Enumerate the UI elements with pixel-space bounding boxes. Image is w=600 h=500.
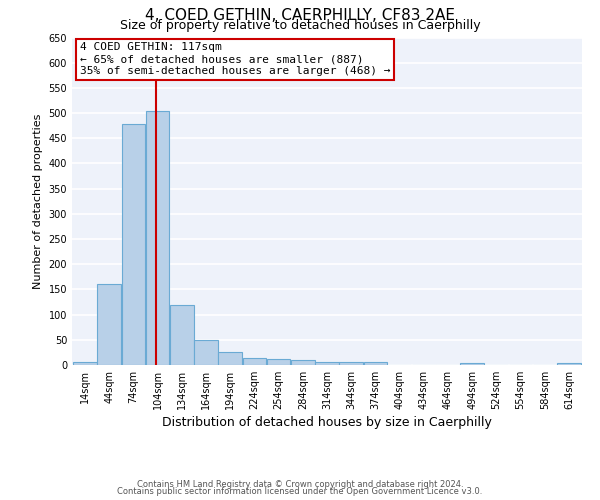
- Bar: [291, 360, 314, 365]
- Y-axis label: Number of detached properties: Number of detached properties: [33, 114, 43, 289]
- Bar: [267, 359, 290, 365]
- X-axis label: Distribution of detached houses by size in Caerphilly: Distribution of detached houses by size …: [162, 416, 492, 429]
- Bar: [557, 363, 581, 365]
- Bar: [218, 352, 242, 365]
- Bar: [364, 362, 387, 365]
- Bar: [97, 284, 121, 365]
- Bar: [315, 362, 339, 365]
- Bar: [73, 362, 97, 365]
- Bar: [340, 362, 363, 365]
- Text: Contains public sector information licensed under the Open Government Licence v3: Contains public sector information licen…: [118, 487, 482, 496]
- Bar: [146, 110, 169, 365]
- Bar: [170, 304, 194, 365]
- Text: 4 COED GETHIN: 117sqm
← 65% of detached houses are smaller (887)
35% of semi-det: 4 COED GETHIN: 117sqm ← 65% of detached …: [80, 42, 390, 76]
- Bar: [194, 340, 218, 365]
- Text: 4, COED GETHIN, CAERPHILLY, CF83 2AE: 4, COED GETHIN, CAERPHILLY, CF83 2AE: [145, 8, 455, 22]
- Text: Contains HM Land Registry data © Crown copyright and database right 2024.: Contains HM Land Registry data © Crown c…: [137, 480, 463, 489]
- Bar: [242, 358, 266, 365]
- Bar: [460, 363, 484, 365]
- Bar: [122, 124, 145, 365]
- Text: Size of property relative to detached houses in Caerphilly: Size of property relative to detached ho…: [119, 18, 481, 32]
